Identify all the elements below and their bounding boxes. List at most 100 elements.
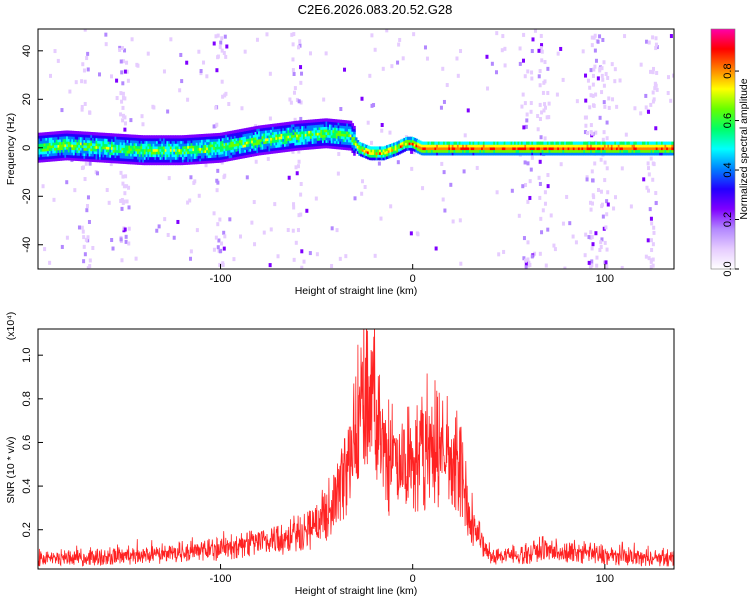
spectrogram-cell [501, 152, 505, 156]
spectrogram-cell [127, 185, 131, 190]
spectrogram-cell [524, 146, 527, 151]
spectrogram-cell [341, 141, 344, 145]
spectrogram-cell [119, 139, 123, 143]
spectrogram-cell [482, 152, 486, 156]
spectrogram-cell [78, 155, 81, 159]
spectrogram-cell [92, 137, 95, 141]
spectrogram-cell [441, 149, 444, 153]
spectrogram-cell [250, 220, 254, 225]
spectrogram-cell [149, 156, 152, 160]
spectrogram-cell [52, 147, 55, 151]
spectrogram-cell [533, 29, 537, 33]
spectrogram-cell [259, 146, 263, 150]
spectrogram-cell [648, 146, 652, 151]
spectrogram-cell [455, 146, 458, 151]
spectrogram-cell [100, 135, 104, 139]
spectrogram-cell [534, 146, 538, 151]
spectrogram-cell [398, 140, 401, 144]
spectrogram-cell [159, 151, 163, 155]
spectrogram-cell [98, 132, 102, 136]
spectrogram-cell [180, 156, 183, 160]
spectrogram-cell [619, 149, 623, 153]
spectrogram-cell [199, 69, 203, 74]
spectrogram-cell [217, 238, 221, 243]
spectrogram-cell [147, 135, 150, 139]
spectrogram-cell [185, 145, 189, 149]
spectrogram-cell [614, 141, 617, 145]
spectrogram-cell [455, 141, 458, 145]
spectrogram-cell [145, 145, 149, 150]
spectrogram-cell [669, 98, 673, 103]
spectrogram-cell [382, 151, 386, 155]
spectrogram-cell [308, 143, 311, 147]
spectrogram-cell [600, 90, 604, 95]
spectrogram-cell [536, 152, 540, 156]
spectrogram-cell [190, 158, 194, 162]
spectrogram-cell [609, 146, 612, 151]
spectrogram-cell [289, 126, 292, 131]
spectrogram-cell [232, 154, 235, 158]
spectrogram-cell [73, 136, 76, 140]
spectrogram-cell [282, 141, 285, 145]
spectrogram-cell [62, 149, 66, 153]
spectrogram-cell [567, 152, 571, 156]
spectrogram-cell [354, 148, 358, 152]
spectrogram-cell [204, 149, 208, 153]
spectrogram-cell [206, 149, 209, 153]
spectrogram-cell [443, 152, 446, 156]
spectrogram-cell [322, 129, 325, 133]
spectrogram-cell [66, 138, 69, 142]
spectrogram-cell [425, 144, 429, 148]
spectrogram-cell [346, 139, 349, 143]
spectrogram-cell [104, 156, 107, 161]
spectrogram-cell [450, 149, 453, 153]
spectrogram-cell [459, 49, 463, 54]
spectrogram-cell [252, 200, 256, 205]
spectrogram-cell [114, 154, 118, 159]
spectrogram-cell [124, 150, 128, 154]
spectrogram-cell [114, 136, 118, 140]
spectrogram-cell [577, 149, 581, 153]
spectrogram-cell [635, 146, 638, 151]
spectrogram-cell [119, 157, 123, 162]
spectrogram-cell [590, 169, 594, 174]
spectrogram-cell [291, 57, 295, 62]
spectrogram-cell [126, 78, 130, 83]
spectrogram-cell [342, 136, 346, 140]
spectrogram-cell [209, 144, 213, 148]
spectrogram-cell [375, 146, 379, 150]
spectrogram-cell [332, 129, 336, 133]
spectrogram-cell [301, 125, 304, 129]
spectrogram-cell [413, 145, 417, 150]
spectrogram-cell [301, 144, 304, 148]
spectrogram-cell [64, 133, 67, 137]
spectrogram-cell [220, 148, 223, 152]
spectrogram-cell [66, 149, 69, 153]
spectrogram-cell [223, 153, 227, 157]
spectrogram-cell [427, 144, 431, 148]
spectrogram-cell [38, 154, 42, 158]
spectrogram-cell [589, 68, 593, 73]
spectrogram-cell [126, 136, 130, 141]
spectrogram-cell [292, 139, 296, 144]
spectrogram-cell [143, 161, 147, 166]
spectrogram-cell [220, 36, 224, 41]
spectrogram-cell [92, 148, 95, 152]
spectrogram-cell [162, 148, 166, 152]
spectrogram-cell [337, 140, 341, 145]
spectrogram-cell [88, 137, 92, 141]
spectrogram-cell [667, 152, 671, 156]
spectrogram-cell [218, 45, 222, 50]
spectrogram-cell [256, 128, 259, 132]
spectrogram-cell [323, 142, 327, 146]
spectrogram-cell [392, 153, 396, 157]
spectrogram-cell [418, 145, 422, 150]
spectrogram-cell [121, 113, 125, 118]
spectrogram-cell [123, 150, 126, 154]
spectrogram-cell [533, 141, 536, 145]
spectrogram-cell [230, 157, 233, 161]
spectrogram-cell [529, 167, 533, 172]
spectrogram-cell [503, 146, 507, 151]
spectrogram-cell [228, 144, 232, 148]
spectrogram-cell [327, 129, 330, 133]
